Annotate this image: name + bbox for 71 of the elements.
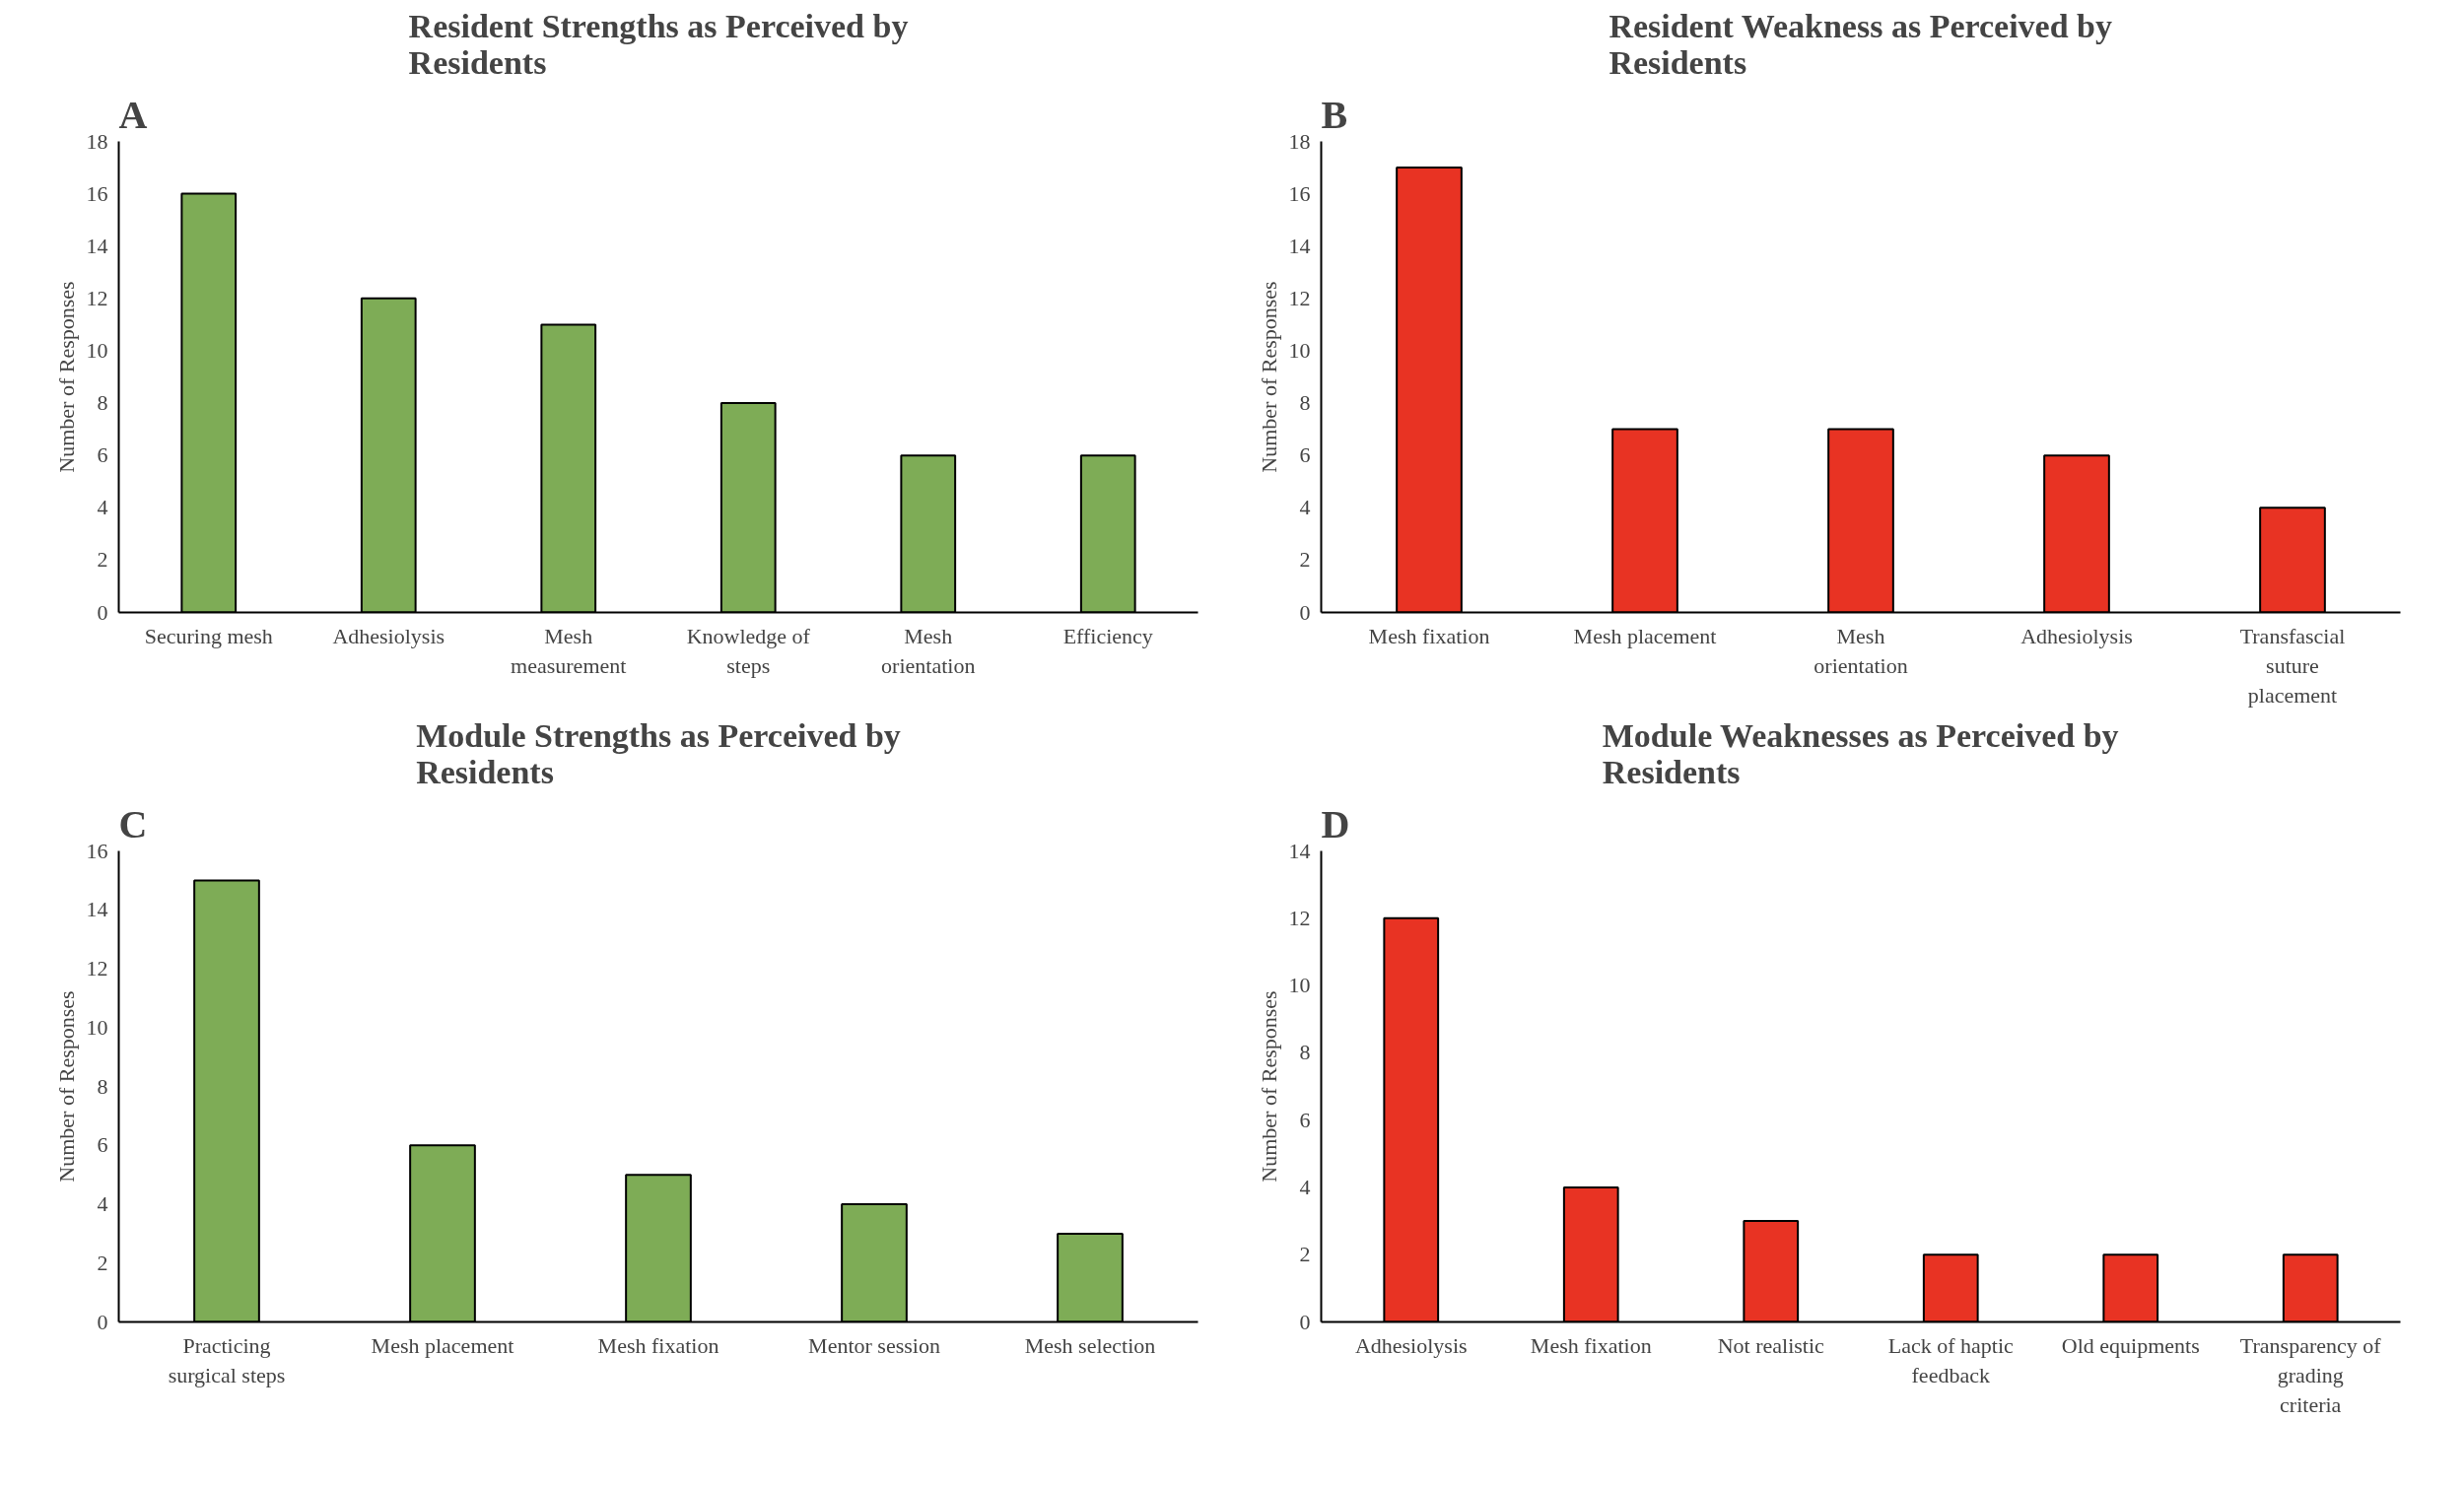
x-tick-label: Transparency of grading criteria: [2239, 1332, 2382, 1417]
chart-title: Module Weaknesses as Perceived by Residents: [1602, 716, 2119, 790]
y-tick-label: 0: [1299, 1309, 1311, 1334]
x-tick-label: Mentor session: [808, 1332, 940, 1358]
y-tick-label: 18: [1288, 128, 1311, 154]
y-axis-title: Number of Responses: [53, 281, 79, 473]
x-tick-label: Adhesiolysis: [1354, 1332, 1468, 1358]
y-tick-label: 10: [86, 337, 108, 363]
y-tick-label: 6: [97, 1132, 108, 1158]
y-tick-label: 10: [1288, 973, 1311, 998]
y-tick-label: 0: [97, 599, 108, 625]
y-tick-label: 4: [97, 1191, 108, 1216]
x-tick-label: Mesh orientation: [1814, 623, 1908, 678]
x-tick-label: Not realistic: [1717, 1332, 1825, 1358]
x-tick-label: Securing mesh: [144, 623, 273, 648]
y-tick-label: 14: [86, 233, 108, 258]
x-tick-label: Adhesiolysis: [2020, 623, 2133, 648]
y-tick-label: 12: [86, 956, 108, 981]
x-tick-label: Mesh placement: [1573, 623, 1717, 648]
y-tick-label: 6: [97, 442, 108, 468]
x-tick-label: Transfascial suture placement: [2239, 623, 2346, 708]
y-tick-label: 8: [1299, 1040, 1311, 1065]
text: D: [1321, 801, 1350, 846]
x-tick-label: Mesh selection: [1024, 1332, 1156, 1358]
chart-title: Module Strengths as Perceived by Residents: [416, 716, 901, 790]
y-tick-label: 14: [1288, 233, 1311, 258]
y-tick-label: 14: [86, 897, 108, 922]
y-tick-label: 16: [1288, 180, 1311, 206]
y-tick-label: 2: [1299, 547, 1311, 573]
y-tick-label: 2: [97, 1250, 108, 1275]
x-tick-label: Mesh orientation: [881, 623, 976, 678]
y-tick-label: 0: [1299, 599, 1311, 625]
y-tick-label: 2: [1299, 1242, 1311, 1267]
y-axis-title: Number of Responses: [53, 990, 79, 1183]
chart-title: Resident Weakness as Perceived by Residents: [1608, 7, 2113, 81]
x-tick-label: Efficiency: [1062, 623, 1153, 648]
y-tick-label: 12: [1288, 905, 1311, 930]
x-tick-label: Adhesiolysis: [332, 623, 445, 648]
y-tick-label: 10: [1288, 337, 1311, 363]
y-tick-label: 12: [1288, 285, 1311, 310]
y-tick-label: 16: [86, 838, 108, 863]
x-tick-label: Knowledge of steps: [686, 623, 811, 678]
y-tick-label: 6: [1299, 1107, 1311, 1132]
y-tick-label: 8: [1299, 390, 1311, 416]
text: C: [118, 801, 148, 846]
x-tick-label: Lack of haptic feedback: [1887, 1332, 2015, 1387]
y-tick-label: 8: [97, 1073, 108, 1099]
y-tick-label: 14: [1288, 838, 1311, 863]
y-tick-label: 4: [1299, 495, 1311, 520]
x-tick-label: Old equipments: [2061, 1332, 2200, 1358]
y-tick-label: 12: [86, 285, 108, 310]
x-tick-label: Mesh placement: [371, 1332, 514, 1358]
x-tick-label: Practicing surgical steps: [168, 1332, 286, 1387]
y-axis-title: Number of Responses: [1256, 990, 1281, 1183]
chart-title: Resident Strengths as Perceived by Residents: [408, 7, 909, 81]
y-tick-label: 10: [86, 1014, 108, 1040]
y-tick-label: 6: [1299, 442, 1311, 468]
y-tick-label: 2: [97, 547, 108, 573]
text: B: [1321, 92, 1348, 137]
y-tick-label: 8: [97, 390, 108, 416]
y-tick-label: 4: [1299, 1174, 1311, 1199]
text: A: [118, 92, 148, 137]
x-tick-label: Mesh fixation: [1530, 1332, 1652, 1358]
y-tick-label: 16: [86, 180, 108, 206]
y-tick-label: 0: [97, 1309, 108, 1334]
x-tick-label: Mesh measurement: [511, 623, 627, 678]
x-tick-label: Mesh fixation: [1368, 623, 1490, 648]
y-tick-label: 4: [97, 495, 108, 520]
y-axis-title: Number of Responses: [1256, 281, 1281, 473]
y-tick-label: 18: [86, 128, 108, 154]
x-tick-label: Mesh fixation: [597, 1332, 719, 1358]
